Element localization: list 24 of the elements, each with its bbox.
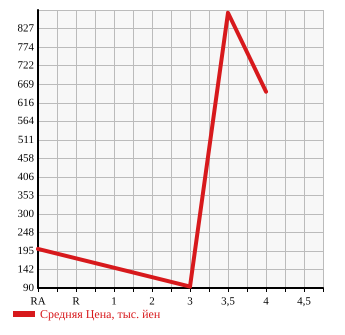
x-tick-label: 4 <box>263 296 270 308</box>
y-tick-label: 458 <box>18 152 34 164</box>
y-tick-label: 511 <box>18 134 34 146</box>
y-tick-label: 353 <box>18 189 34 202</box>
x-tick-label: 3,5 <box>221 296 236 308</box>
x-tick-label: 1 <box>111 296 117 308</box>
y-tick-label: 564 <box>18 115 34 128</box>
y-tick-label: 406 <box>18 170 34 183</box>
y-tick-label: 722 <box>18 60 34 72</box>
y-tick-label: 774 <box>18 41 34 54</box>
legend-label: Средняя Цена, тыс. йен <box>40 307 161 321</box>
y-tick-label: 616 <box>18 96 34 109</box>
y-tick-label: 142 <box>18 264 34 276</box>
y-tick-label: 195 <box>18 245 34 258</box>
x-tick-label: 3 <box>187 296 194 308</box>
x-tick-label: RA <box>30 296 46 308</box>
y-tick-label: 90 <box>23 282 34 294</box>
x-tick-label: R <box>72 296 80 308</box>
y-tick-label: 827 <box>18 22 34 35</box>
y-tick-label: 300 <box>18 208 34 220</box>
y-tick-label: 669 <box>18 78 34 90</box>
x-tick-label: 2 <box>149 296 155 308</box>
y-tick-label: 248 <box>18 226 34 238</box>
x-tick-label: 4,5 <box>297 296 312 308</box>
